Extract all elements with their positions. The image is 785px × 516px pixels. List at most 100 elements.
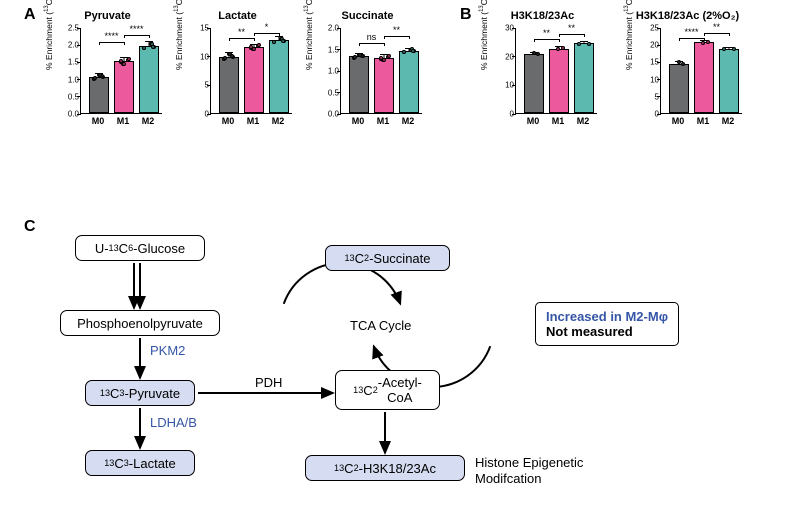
y-axis-label: % Enrichment (13C/12C+13C) xyxy=(174,0,184,70)
label-tca: TCA Cycle xyxy=(350,318,411,333)
chart-title: H3K18/23Ac xyxy=(485,10,600,22)
bar-M0 xyxy=(89,77,109,113)
x-tick-label: M1 xyxy=(243,116,263,126)
label-pkm2: PKM2 xyxy=(150,343,185,358)
y-tick-label: 10 xyxy=(494,81,514,90)
significance-label: **** xyxy=(104,31,118,41)
node-acoa: 13C2-Acetyl-CoA xyxy=(335,370,440,410)
x-tick-label: M2 xyxy=(573,116,593,126)
diagram-region: U-13C6-GlucosePhosphoenolpyruvate13C3-Py… xyxy=(40,230,760,510)
y-tick-label: 5 xyxy=(639,92,659,101)
significance-label: ** xyxy=(713,22,720,32)
y-tick-label: 2.0 xyxy=(59,41,79,50)
chart-title: Succinate xyxy=(310,10,425,22)
significance-label: ** xyxy=(568,23,575,33)
chart-title: H3K18/23Ac (2%O₂) xyxy=(630,10,745,22)
data-point xyxy=(732,47,736,51)
bar-M0 xyxy=(524,54,544,113)
legend: Increased in M2-MφNot measured xyxy=(535,302,679,346)
bar-M1 xyxy=(549,49,569,114)
node-h3k: 13C2-H3K18/23Ac xyxy=(305,455,465,481)
y-tick-label: 2.5 xyxy=(59,24,79,33)
x-tick-label: M0 xyxy=(88,116,108,126)
panel-label-a: A xyxy=(24,6,36,24)
significance-label: **** xyxy=(129,24,143,34)
data-point xyxy=(358,53,362,57)
chart-pyruvate: Pyruvate% Enrichment (13C/12C+13C)******… xyxy=(50,10,165,140)
data-point xyxy=(93,76,97,80)
y-tick-label: 5 xyxy=(189,81,209,90)
y-tick-label: 2.0 xyxy=(319,24,339,33)
x-tick-label: M0 xyxy=(348,116,368,126)
data-point xyxy=(252,47,256,51)
chart-h3k: H3K18/23Ac% Enrichment (13C/12C+13C)****… xyxy=(485,10,600,140)
x-tick-label: M1 xyxy=(693,116,713,126)
y-tick-label: 15 xyxy=(639,58,659,67)
chart-title: Pyruvate xyxy=(50,10,165,22)
x-tick-label: M1 xyxy=(548,116,568,126)
y-axis-label: % Enrichment (13C/12C+13C) xyxy=(479,0,489,70)
y-tick-label: 10 xyxy=(189,52,209,61)
x-tick-label: M1 xyxy=(373,116,393,126)
significance-label: **** xyxy=(684,27,698,37)
bar-M2 xyxy=(139,46,159,113)
node-pyruvate: 13C3-Pyruvate xyxy=(85,380,195,406)
significance-label: ** xyxy=(543,28,550,38)
bar-M1 xyxy=(244,47,264,113)
bar-M2 xyxy=(574,43,594,113)
panel-label-b: B xyxy=(460,6,472,24)
label-ldha: LDHA/B xyxy=(150,415,197,430)
plot-area: ns ** xyxy=(340,28,422,114)
y-tick-label: 0 xyxy=(494,110,514,119)
chart-lactate: Lactate% Enrichment (13C/12C+13C)***0510… xyxy=(180,10,295,140)
data-point xyxy=(587,42,591,46)
node-lactate: 13C3-Lactate xyxy=(85,450,195,476)
node-glucose: U-13C6-Glucose xyxy=(75,235,205,261)
x-tick-label: M0 xyxy=(218,116,238,126)
panel-label-c: C xyxy=(24,218,36,236)
chart-succinate: Succinate% Enrichment (13C/12C+13C)ns**0… xyxy=(310,10,425,140)
x-tick-label: M0 xyxy=(668,116,688,126)
x-tick-label: M2 xyxy=(268,116,288,126)
y-tick-label: 1.0 xyxy=(319,67,339,76)
data-point xyxy=(122,62,126,66)
bar-M0 xyxy=(219,57,239,113)
x-tick-label: M0 xyxy=(523,116,543,126)
y-tick-label: 0 xyxy=(639,110,659,119)
y-tick-label: 0.0 xyxy=(319,110,339,119)
y-tick-label: 1.5 xyxy=(59,58,79,67)
y-tick-label: 20 xyxy=(494,52,514,61)
label-hist: Histone Epigenetic xyxy=(475,455,583,470)
y-tick-label: 15 xyxy=(189,24,209,33)
data-point xyxy=(353,55,357,59)
bar-M1 xyxy=(114,61,134,113)
label-hist2: Modifcation xyxy=(475,471,541,486)
y-tick-label: 1.0 xyxy=(59,75,79,84)
x-tick-label: M1 xyxy=(113,116,133,126)
bar-M1 xyxy=(694,42,714,113)
bar-M0 xyxy=(349,56,369,113)
y-tick-label: 30 xyxy=(494,24,514,33)
significance-label: ** xyxy=(393,25,400,35)
bar-M2 xyxy=(399,51,419,113)
y-tick-label: 20 xyxy=(639,41,659,50)
x-tick-label: M2 xyxy=(398,116,418,126)
legend-line-1: Increased in M2-Mφ xyxy=(546,309,668,324)
bar-M1 xyxy=(374,58,394,113)
y-axis-label: % Enrichment (13C/12C+13C) xyxy=(624,0,634,70)
bar-M2 xyxy=(719,49,739,113)
plot-area: ******** xyxy=(80,28,162,114)
y-tick-label: 1.5 xyxy=(319,45,339,54)
y-axis-label: % Enrichment (13C/12C+13C) xyxy=(304,0,314,70)
chart-h3k_o2: H3K18/23Ac (2%O₂)% Enrichment (13C/12C+1… xyxy=(630,10,745,140)
label-pdh: PDH xyxy=(255,375,282,390)
legend-line-2: Not measured xyxy=(546,324,668,339)
data-point xyxy=(382,58,386,62)
data-point xyxy=(681,62,685,66)
bar-M0 xyxy=(669,64,689,113)
y-tick-label: 0.5 xyxy=(59,92,79,101)
x-tick-label: M2 xyxy=(718,116,738,126)
y-tick-label: 0.0 xyxy=(59,110,79,119)
significance-label: ns xyxy=(367,32,377,42)
x-tick-label: M2 xyxy=(138,116,158,126)
